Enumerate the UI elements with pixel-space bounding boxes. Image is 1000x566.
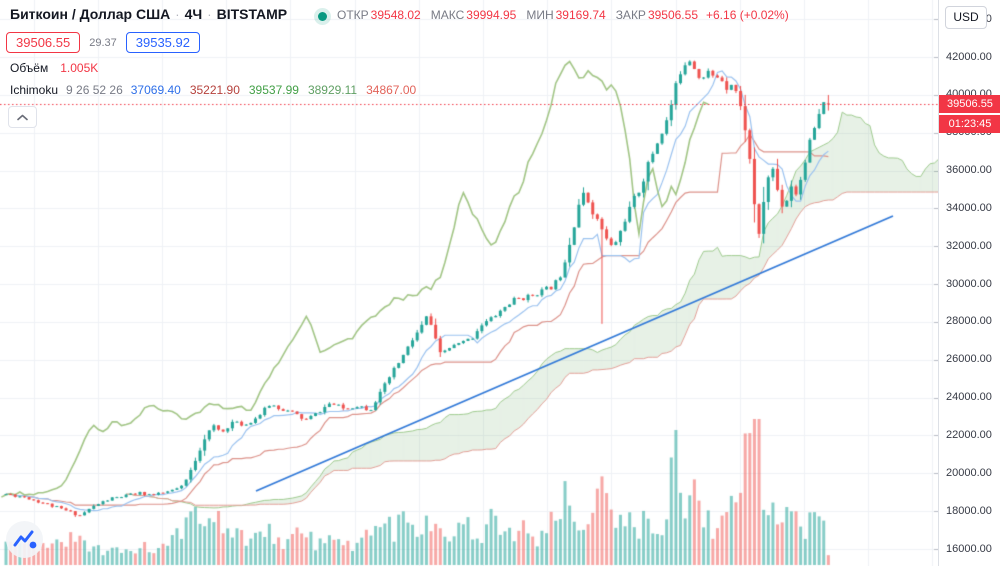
price-axis-label: 42000.00 — [946, 50, 992, 63]
symbol-title[interactable]: Биткоин / Доллар США — [10, 6, 171, 22]
open-value: 39548.02 — [370, 8, 421, 22]
market-status-icon[interactable] — [318, 12, 327, 21]
price-axis-label: 36000.00 — [946, 164, 992, 177]
close-label: ЗАКР — [615, 8, 646, 22]
chart-legend-title-row: Биткоин / Доллар США · 4Ч · BITSTAMP — [10, 6, 287, 22]
ichimoku-value: 39537.99 — [248, 83, 299, 97]
ichimoku-value: 34867.00 — [366, 83, 417, 97]
tradingview-logo[interactable] — [6, 521, 43, 558]
price-axis-label: 16000.00 — [946, 542, 992, 555]
price-chart-canvas[interactable] — [0, 0, 938, 566]
price-axis-label: 22000.00 — [946, 428, 992, 441]
price-axis-label: 30000.00 — [946, 277, 992, 290]
price-axis-label: 18000.00 — [946, 504, 992, 517]
price-axis-label: 28000.00 — [946, 315, 992, 328]
volume-value: 1.005K — [60, 61, 99, 75]
bid-ask-row: 39506.55 29.37 39535.92 — [6, 32, 200, 53]
ichimoku-indicator-label[interactable]: Ichimoku — [10, 83, 59, 97]
bar-countdown-label: 01:23:45 — [939, 115, 1000, 134]
buy-ask-button[interactable]: 39535.92 — [125, 32, 200, 53]
low-label: МИН — [526, 8, 554, 22]
collapse-legend-button[interactable] — [8, 106, 37, 128]
price-axis-label: 26000.00 — [946, 353, 992, 366]
interval-label[interactable]: 4Ч — [184, 6, 203, 22]
low-value: 39169.74 — [555, 8, 606, 22]
spread-value: 29.37 — [89, 36, 117, 49]
volume-legend-row: Объём 1.005K — [10, 61, 98, 75]
high-value: 39994.95 — [466, 8, 517, 22]
currency-unit-button[interactable]: USD — [945, 6, 987, 29]
ichimoku-legend-row: Ichimoku 9 26 52 26 37069.40 35221.90 3953… — [10, 83, 416, 97]
change-value: +6.16 (+0.02%) — [706, 8, 789, 22]
price-axis-label: 20000.00 — [946, 466, 992, 479]
mountain-chart-icon — [13, 530, 36, 548]
price-axis-label: 24000.00 — [946, 391, 992, 404]
open-label: ОТКР — [337, 8, 369, 22]
ohlc-row: ОТКР 39548.02 МАКС 39994.95 МИН 39169.74 ЗА… — [337, 8, 789, 22]
ichimoku-value: 35221.90 — [189, 83, 240, 97]
exchange-label[interactable]: BITSTAMP — [216, 6, 288, 22]
high-label: МАКС — [430, 8, 465, 22]
ichimoku-value: 38929.11 — [307, 83, 358, 97]
chevron-up-icon — [17, 114, 28, 120]
current-price-label: 39506.55 — [939, 95, 1000, 114]
price-axis[interactable]: 44000.0042000.0040000.0038000.0036000.00… — [938, 0, 1000, 566]
close-value: 39506.55 — [647, 8, 698, 22]
sell-bid-button[interactable]: 39506.55 — [6, 32, 81, 53]
price-axis-label: 32000.00 — [946, 239, 992, 252]
ichimoku-values: 37069.40 35221.90 39537.99 38929.11 34867.00 — [131, 83, 416, 97]
ichimoku-value: 37069.40 — [130, 83, 181, 97]
separator-dot: · — [207, 6, 212, 22]
price-axis-label: 34000.00 — [946, 201, 992, 214]
separator-dot: · — [175, 6, 180, 22]
volume-indicator-label[interactable]: Объём — [10, 61, 49, 75]
ichimoku-params: 9 26 52 26 — [66, 83, 123, 97]
